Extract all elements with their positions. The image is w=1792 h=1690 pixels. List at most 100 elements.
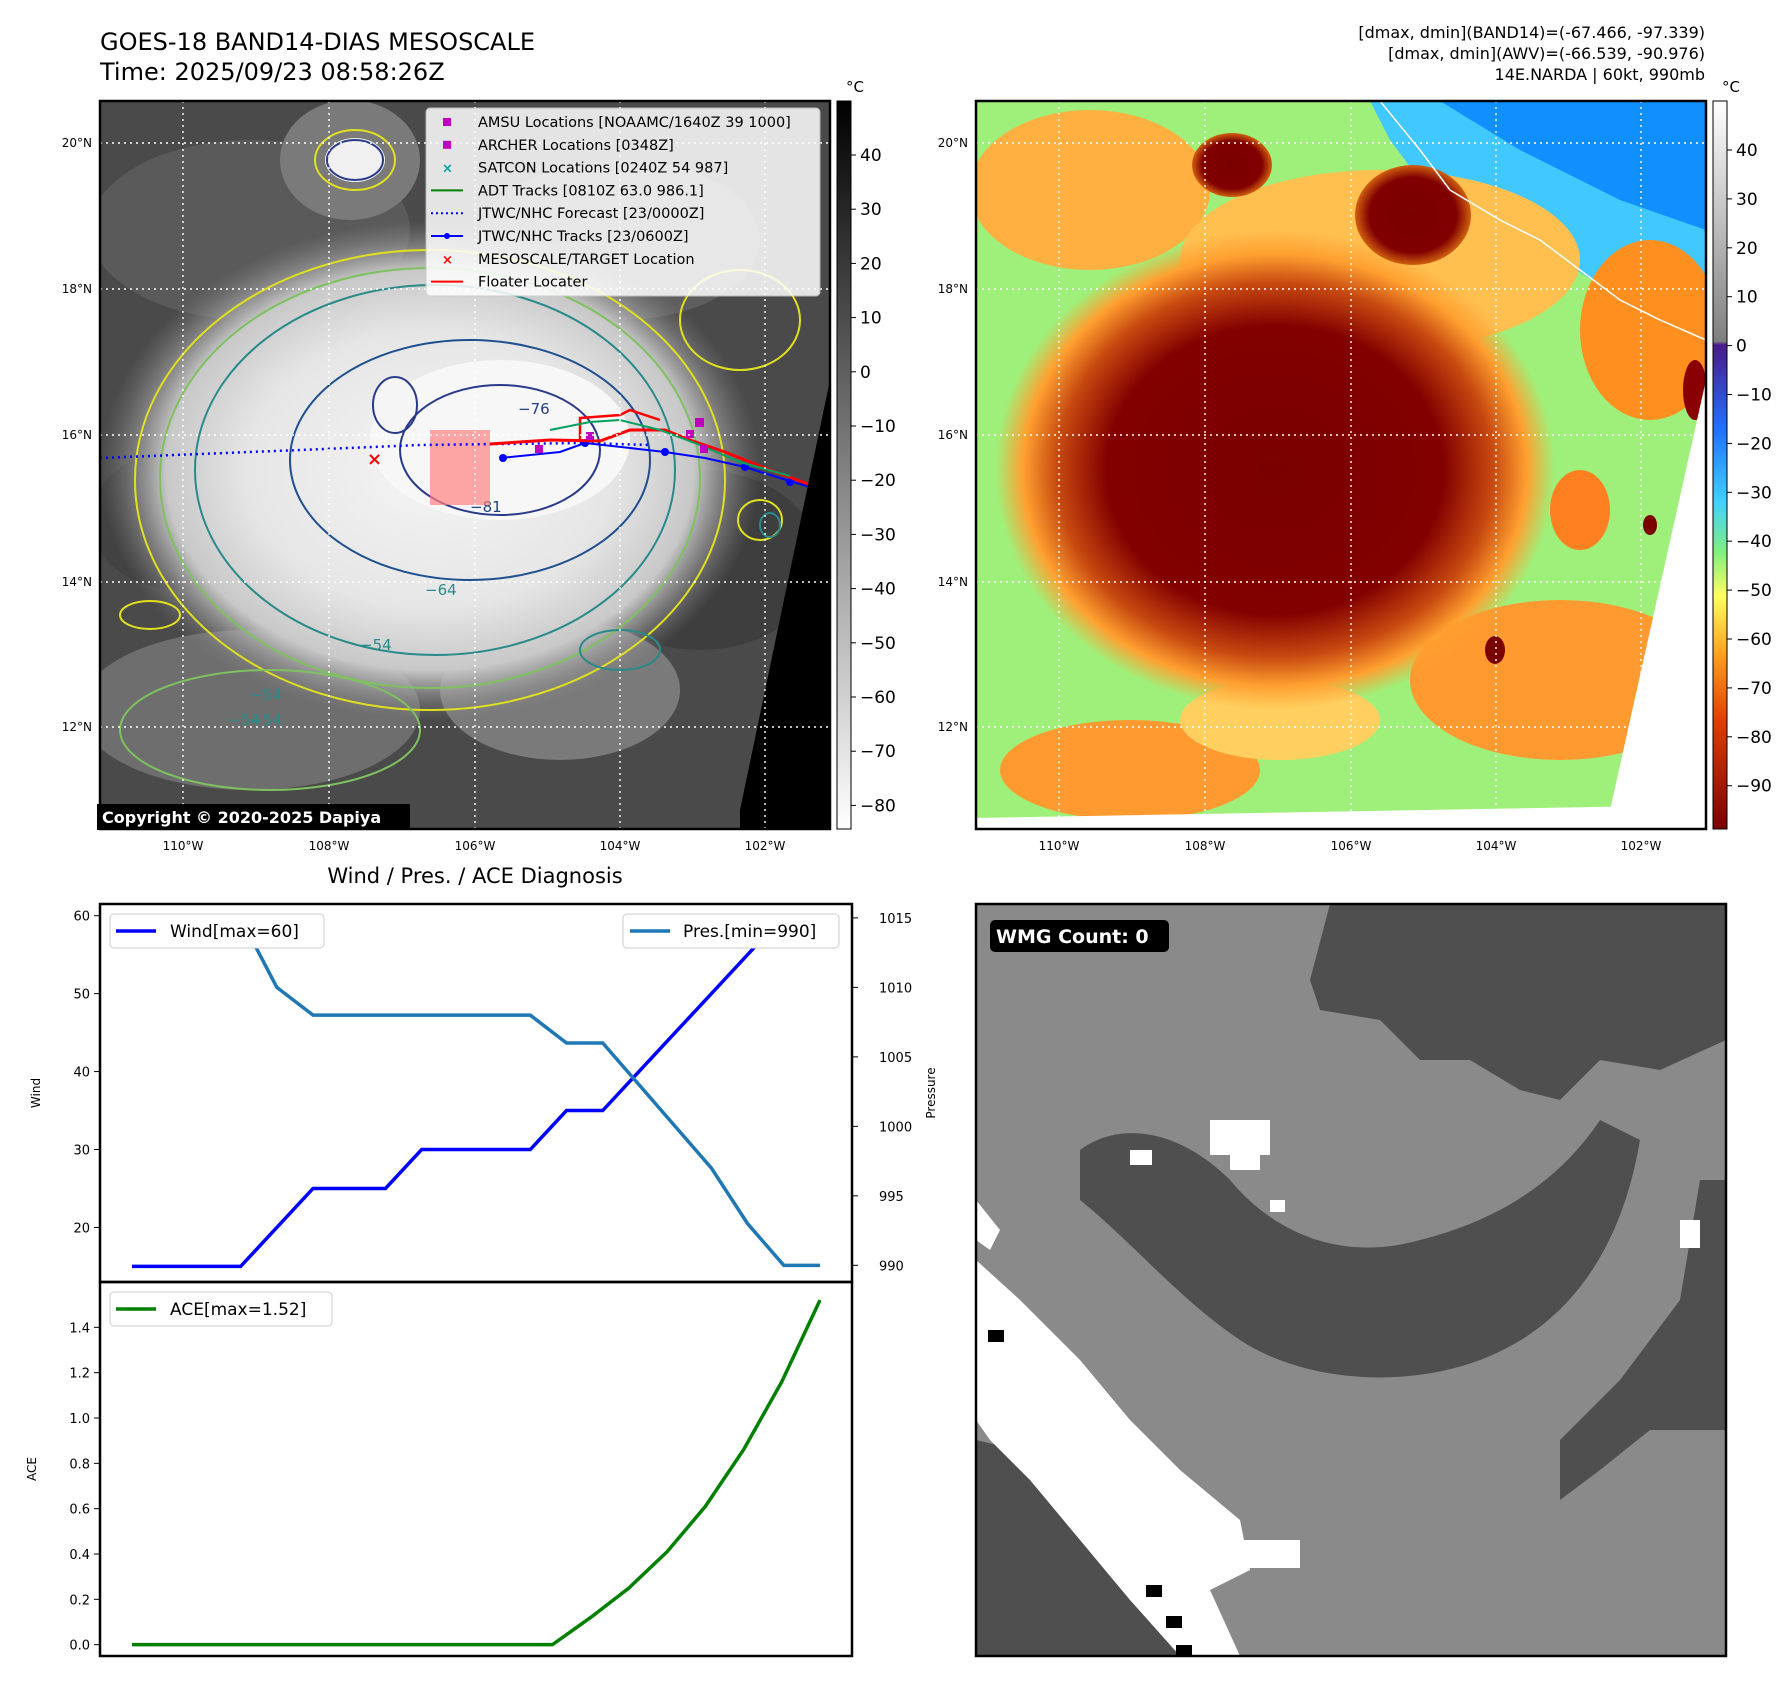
lat-label: 18°N	[62, 282, 92, 296]
legend-marker	[443, 140, 451, 149]
lat-label: 20°N	[62, 136, 92, 150]
pressure-series-line	[132, 916, 820, 1268]
awv-gridlines	[976, 101, 1706, 829]
diagnosis-title: Wind / Pres. / ACE Diagnosis	[327, 864, 622, 888]
adt-track	[549, 418, 791, 477]
pressure-tick-label: 1005	[879, 1051, 912, 1066]
ace-tick-label: 0.8	[69, 1457, 90, 1472]
colorbar-tick: −50	[860, 634, 896, 654]
wind-tick-label: 50	[73, 988, 90, 1003]
ir-colorbar	[836, 100, 852, 830]
figure-timestamp: Time: 2025/09/23 08:58:26Z	[99, 58, 445, 86]
lat-label: 16°N	[62, 428, 92, 442]
mesoscale-box	[430, 430, 490, 505]
pressure-legend: Pres.[min=990]	[622, 913, 840, 949]
ir-map-panel: −76 −81 −54 −54 −54 −64 −54	[62, 78, 896, 853]
legend-marker	[443, 118, 451, 126]
lon-label: 102°W	[1621, 839, 1662, 853]
copyright-notice: Copyright © 2020-2025 Dapiya	[102, 808, 381, 827]
ace-tick-label: 1.2	[69, 1367, 90, 1382]
colorbar-tick: 40	[1736, 141, 1758, 161]
colorbar-tick: −10	[1736, 386, 1772, 406]
ace-tick-label: 1.0	[69, 1412, 90, 1427]
legend-marker: ×	[442, 162, 453, 177]
legend-entry: ARCHER Locations [0348Z]	[443, 138, 674, 154]
lon-label: 106°W	[455, 839, 496, 853]
lon-label: 110°W	[1039, 839, 1080, 853]
ir-legend: AMSU Locations [NOAAMC/1640Z 39 1000] ARC…	[425, 107, 821, 297]
colorbar-tick: 0	[860, 363, 871, 383]
colorbar-tick: −30	[1736, 483, 1772, 503]
pressure-tick-label: 995	[879, 1190, 904, 1205]
pressure-tick-label: 1000	[879, 1120, 912, 1135]
wind-axis-label: Wind	[29, 1078, 43, 1108]
colorbar-tick: 20	[860, 254, 882, 274]
wmg-count-badge	[990, 920, 1169, 952]
target-location-marker: ×	[367, 449, 382, 470]
contour-label: −54	[360, 636, 392, 654]
lat-label: 14°N	[62, 575, 92, 589]
figure-title: GOES-18 BAND14-DIAS MESOSCALE	[100, 28, 535, 56]
colorbar-tick: −70	[860, 742, 896, 762]
ace-tick-label: 0.2	[69, 1593, 90, 1608]
legend-label: ARCHER Locations [0348Z]	[478, 138, 674, 154]
storm-summary: 14E.NARDA | 60kt, 990mb	[1495, 65, 1705, 84]
wmg-imagery	[976, 904, 1726, 1656]
contour-label: −54	[250, 686, 282, 704]
legend-label: JTWC/NHC Tracks [23/0600Z]	[477, 229, 689, 245]
lon-label: 106°W	[1331, 839, 1372, 853]
lon-label: 104°W	[600, 839, 641, 853]
legend-entry: JTWC/NHC Tracks [23/0600Z]	[431, 229, 689, 245]
colorbar-tick: −80	[1736, 728, 1772, 748]
legend-label: Floater Locater	[478, 275, 587, 291]
legend-entry: JTWC/NHC Forecast [23/0000Z]	[431, 206, 704, 222]
wind-legend: Wind[max=60]	[109, 913, 325, 949]
lat-label: 12°N	[62, 720, 92, 734]
ace-legend: ACE[max=1.52]	[109, 1291, 333, 1327]
wind-legend-label: Wind[max=60]	[170, 922, 299, 942]
legend-label: AMSU Locations [NOAAMC/1640Z 39 1000]	[478, 115, 791, 131]
ace-tick-label: 0.0	[69, 1639, 90, 1654]
legend-marker: ×	[442, 253, 453, 268]
legend-entry: × SATCON Locations [0240Z 54 987]	[442, 161, 728, 177]
wmg-count-text: WMG Count: 0	[996, 926, 1149, 948]
colorbar-tick: −80	[860, 796, 896, 816]
colorbar-tick: −90	[1736, 777, 1772, 797]
awv-colorbar-unit: °C	[1722, 78, 1740, 96]
contour-label: −54	[250, 711, 282, 729]
wind-tick-label: 60	[73, 910, 90, 925]
pressure-axis-label: Pressure	[924, 1067, 938, 1118]
colorbar-tick: −70	[1736, 679, 1772, 699]
colorbar-tick: −30	[860, 525, 896, 545]
wind-pressure-chart: 20 30 40 50 60 990 995 1000 1005 1010 1015 Wind Pres…	[29, 902, 938, 1284]
wind-tick-label: 40	[73, 1066, 90, 1081]
lon-label: 108°W	[1185, 839, 1226, 853]
colorbar-tick: 30	[860, 200, 882, 220]
legend-entry: Floater Locater	[431, 275, 587, 291]
colorbar-tick: −40	[1736, 532, 1772, 552]
colorbar-tick: 20	[1736, 239, 1758, 259]
colorbar-tick: −10	[860, 417, 896, 437]
lon-label: 102°W	[745, 839, 786, 853]
legend-label: MESOSCALE/TARGET Location	[478, 252, 695, 268]
wind-tick-label: 30	[73, 1144, 90, 1159]
legend-label: ADT Tracks [0810Z 63.0 986.1]	[478, 183, 704, 199]
band14-minmax: [dmax, dmin](BAND14)=(-67.466, -97.339)	[1358, 23, 1705, 42]
colorbar-tick: −20	[860, 471, 896, 491]
ir-colorbar-unit: °C	[846, 78, 864, 96]
pressure-tick-label: 990	[879, 1259, 904, 1274]
ace-series-line	[132, 1299, 822, 1647]
wind-series-line	[132, 913, 820, 1269]
legend-entry: ADT Tracks [0810Z 63.0 986.1]	[431, 183, 704, 199]
colorbar-tick: 30	[1736, 190, 1758, 210]
colorbar-tick: 10	[1736, 288, 1758, 308]
lat-label: 20°N	[938, 136, 968, 150]
colorbar-tick: −60	[860, 688, 896, 708]
pressure-tick-label: 1015	[879, 912, 912, 927]
colorbar-tick: 40	[860, 146, 882, 166]
wmg-panel: WMG Count: 0	[974, 902, 1728, 1658]
ace-tick-label: 0.6	[69, 1503, 90, 1518]
lat-label: 14°N	[938, 575, 968, 589]
colorbar-tick: −20	[1736, 434, 1772, 454]
